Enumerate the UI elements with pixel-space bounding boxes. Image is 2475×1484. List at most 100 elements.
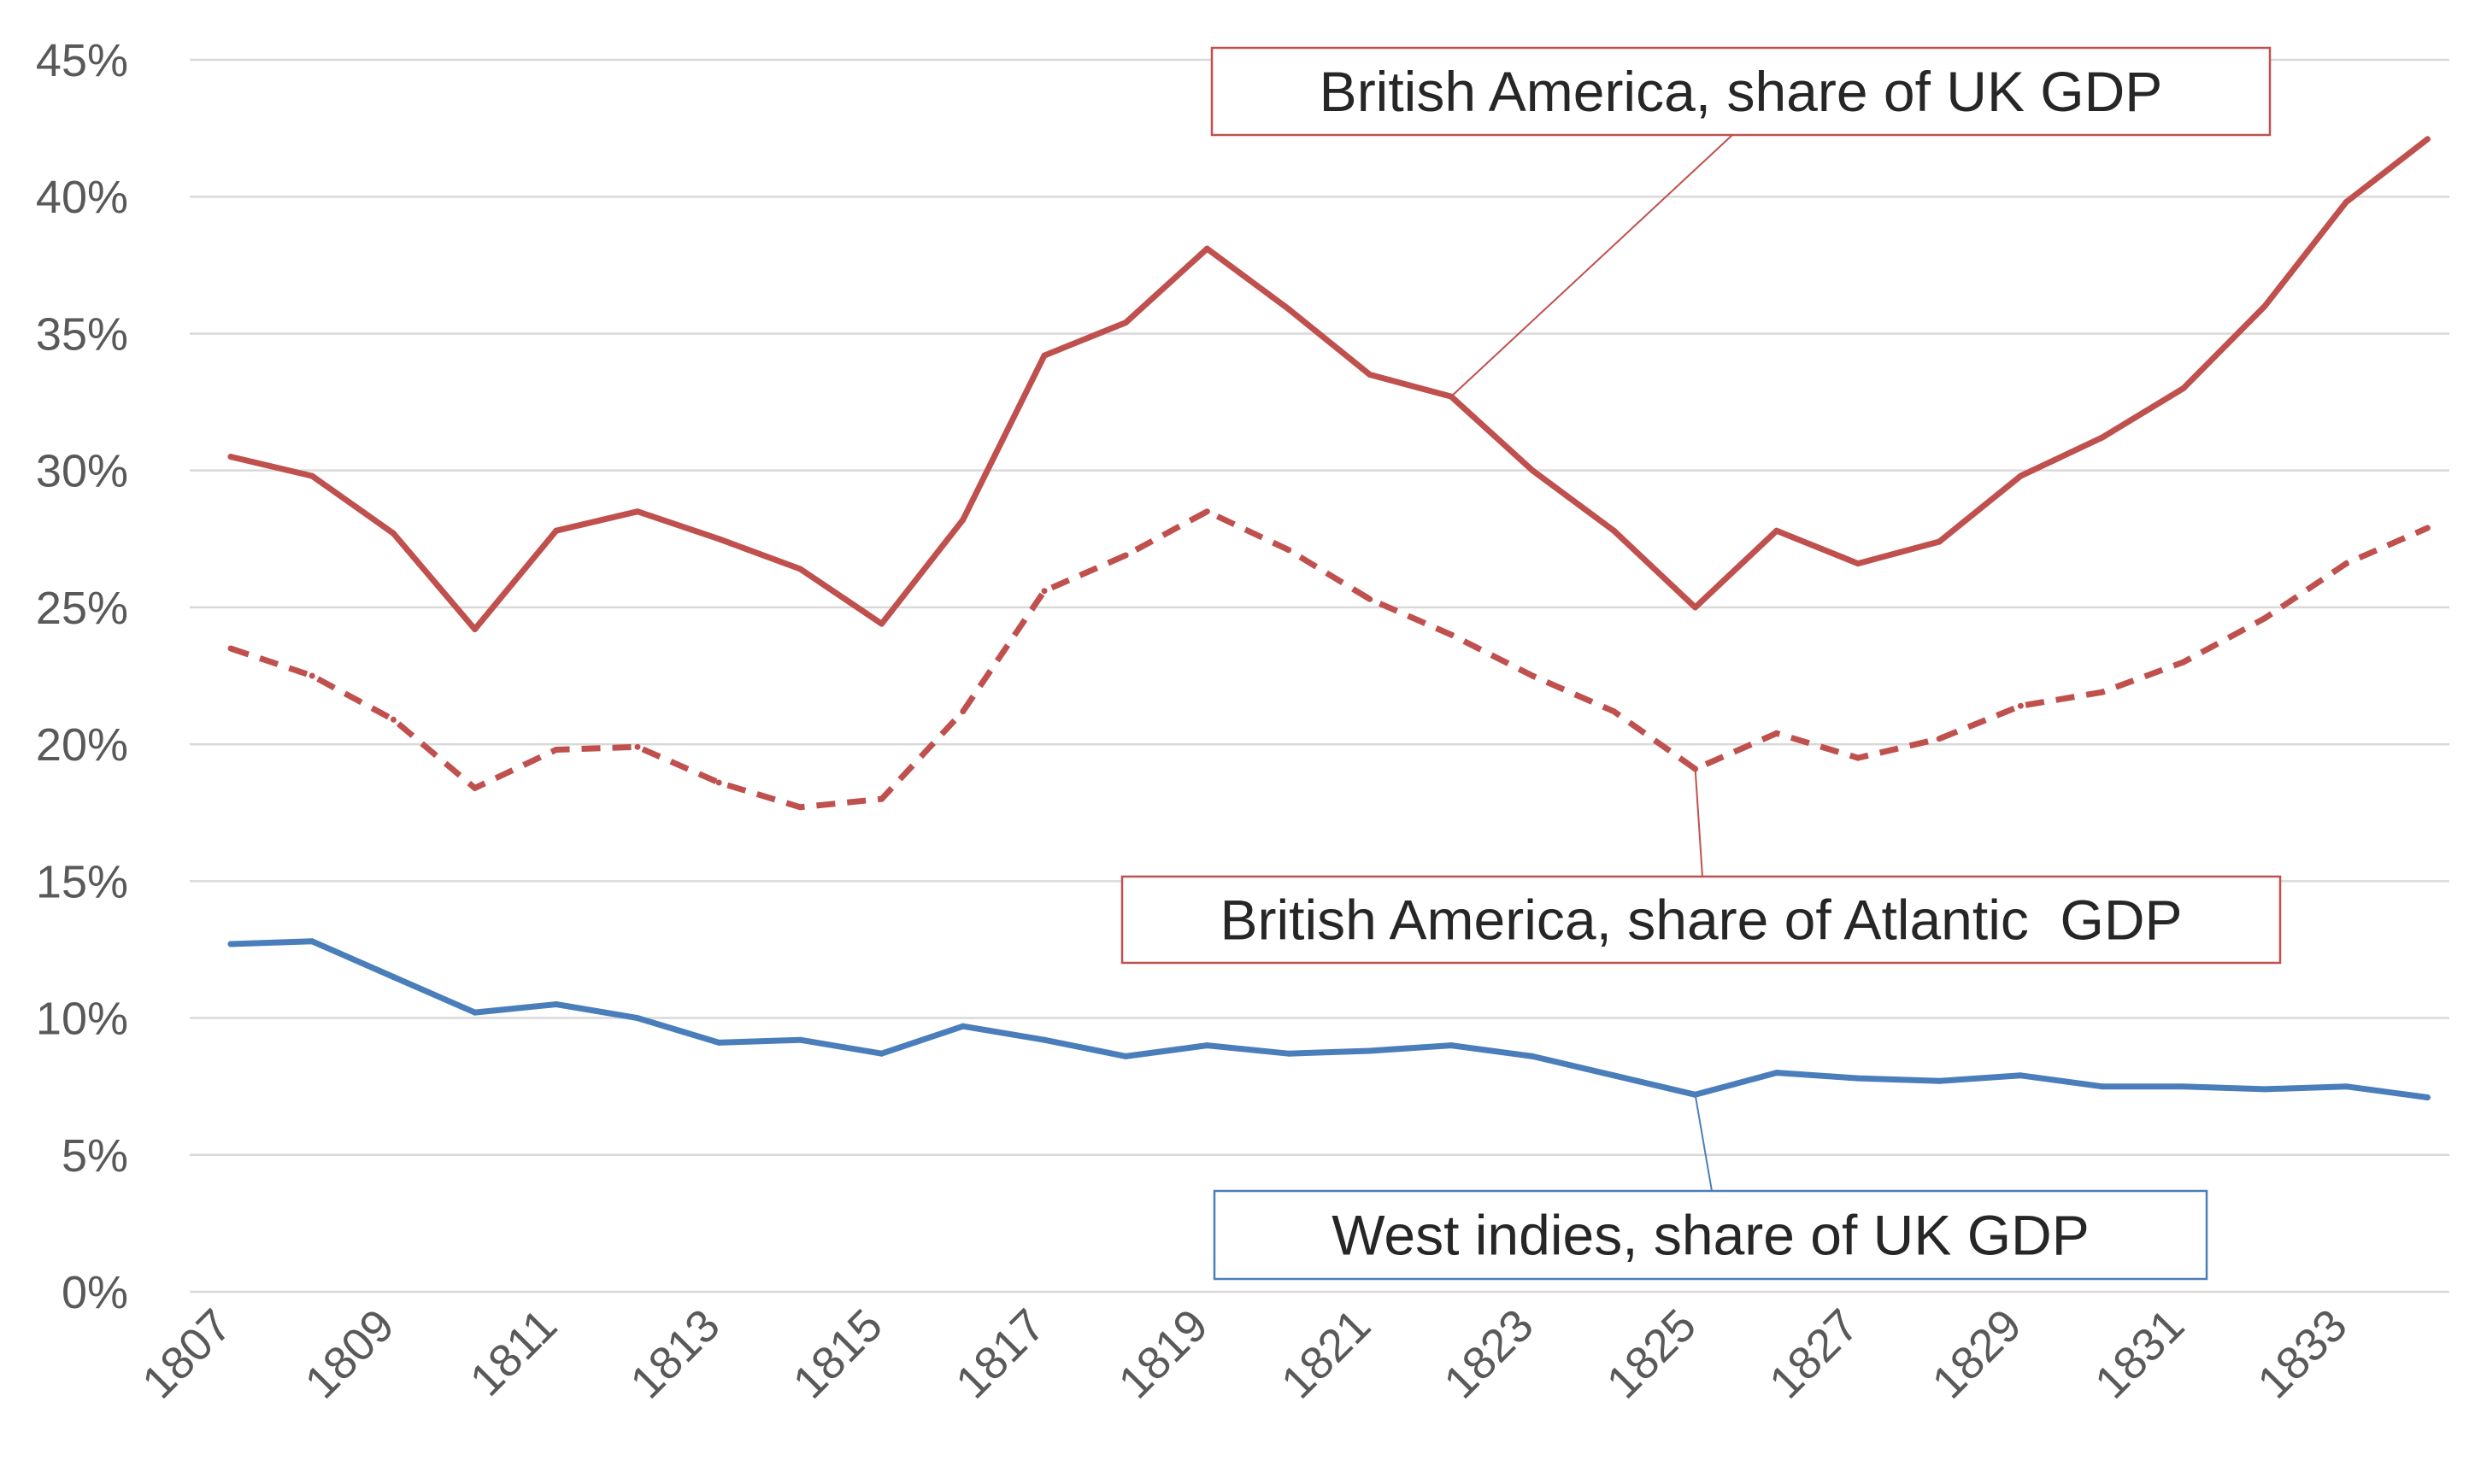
series-0-point-1834 xyxy=(2424,136,2431,143)
series-1-point-1816 xyxy=(960,708,967,715)
series-1-point-1814 xyxy=(797,804,803,811)
series-0-point-1821 xyxy=(1367,372,1373,378)
series-1-point-1817 xyxy=(1041,588,1048,595)
series-1-point-1819 xyxy=(1203,508,1210,515)
callout-box-2 xyxy=(1213,1189,2208,1281)
series-0-point-1815 xyxy=(879,620,885,627)
series-2-point-1831 xyxy=(2180,1083,2187,1090)
series-line-2 xyxy=(227,938,2431,1100)
series-1-point-1830 xyxy=(2099,689,2106,695)
x-tick-label: 1813 xyxy=(620,1299,729,1408)
series-0-point-1820 xyxy=(1285,306,1292,313)
series-2-point-1820 xyxy=(1285,1050,1292,1057)
series-0-point-1819 xyxy=(1203,245,1210,252)
x-tick-label: 1833 xyxy=(2248,1299,2356,1408)
x-tick-label: 1821 xyxy=(1272,1299,1380,1408)
y-tick-label: 0% xyxy=(62,1267,128,1318)
callout-label-1: British America, share of Atlantic GDP xyxy=(1220,889,2182,952)
series-2-point-1830 xyxy=(2099,1083,2106,1090)
callout-label-2: West indies, share of UK GDP xyxy=(1332,1204,2089,1267)
series-0-point-1813 xyxy=(715,536,722,543)
series-2-point-1810 xyxy=(472,1009,479,1016)
series-0-point-1824 xyxy=(1610,527,1617,534)
series-1-point-1822 xyxy=(1448,631,1455,638)
series-1-point-1811 xyxy=(553,747,560,753)
series-1-point-1823 xyxy=(1529,672,1536,679)
series-0-point-1811 xyxy=(553,527,560,534)
y-tick-label: 40% xyxy=(36,172,128,223)
x-tick-label: 1817 xyxy=(946,1299,1055,1408)
series-0-point-1810 xyxy=(472,626,479,632)
callouts: British America, share of UK GDP British … xyxy=(1120,46,2282,1281)
y-tick-label: 35% xyxy=(36,308,128,360)
series-1-point-1826 xyxy=(1773,730,1780,736)
x-tick-label: 1819 xyxy=(1109,1299,1218,1408)
series-lines xyxy=(227,136,2431,1100)
x-tick-label: 1815 xyxy=(784,1299,892,1408)
series-2-point-1816 xyxy=(960,1023,967,1029)
x-tick-label: 1823 xyxy=(1434,1299,1543,1408)
series-2-point-1833 xyxy=(2343,1083,2349,1090)
y-tick-label: 30% xyxy=(36,446,128,497)
y-tick-label: 15% xyxy=(36,856,128,907)
x-tick-label: 1825 xyxy=(1597,1299,1706,1408)
gridlines xyxy=(190,58,2449,1293)
x-tick-label: 1829 xyxy=(1923,1299,2031,1408)
series-0-point-1808 xyxy=(309,472,315,479)
series-1-point-1831 xyxy=(2180,659,2187,666)
series-0-point-1807 xyxy=(227,454,234,460)
series-1-point-1810 xyxy=(472,784,479,791)
series-0-point-1823 xyxy=(1529,467,1536,474)
series-1-point-1821 xyxy=(1367,595,1373,602)
series-0-point-1816 xyxy=(960,516,967,523)
series-2-point-1813 xyxy=(715,1039,722,1046)
y-tick-label: 5% xyxy=(62,1130,128,1182)
series-1-point-1808 xyxy=(309,672,315,679)
series-0-point-1826 xyxy=(1773,527,1780,534)
series-2-point-1823 xyxy=(1529,1053,1536,1059)
series-2-point-1827 xyxy=(1855,1075,1861,1082)
series-2-point-1808 xyxy=(309,938,315,945)
series-1-point-1807 xyxy=(227,645,234,652)
series-2-point-1819 xyxy=(1203,1042,1210,1049)
series-1-point-1812 xyxy=(634,743,641,750)
series-1-point-1834 xyxy=(2424,525,2431,531)
x-tick-label: 1831 xyxy=(2085,1299,2194,1408)
series-0-point-1833 xyxy=(2343,199,2349,206)
series-2-point-1821 xyxy=(1367,1047,1373,1054)
series-1-point-1818 xyxy=(1122,552,1129,559)
series-1-point-1809 xyxy=(390,716,397,723)
series-2-point-1811 xyxy=(553,1001,560,1007)
callout-label-0: British America, share of UK GDP xyxy=(1320,60,2163,123)
series-2-point-1814 xyxy=(797,1036,803,1043)
series-1-point-1813 xyxy=(715,779,722,786)
series-2-point-1832 xyxy=(2261,1086,2268,1093)
series-0-point-1828 xyxy=(1936,538,1943,545)
series-2-point-1809 xyxy=(390,974,397,980)
x-tick-label: 1809 xyxy=(296,1299,404,1408)
series-2-point-1829 xyxy=(2017,1072,2024,1079)
series-2-point-1815 xyxy=(879,1050,885,1057)
series-2-point-1817 xyxy=(1041,1036,1048,1043)
series-line-0 xyxy=(227,136,2431,632)
y-tick-label: 45% xyxy=(36,35,128,86)
series-line-1 xyxy=(229,508,2429,811)
y-tick-label: 20% xyxy=(36,719,128,771)
callout-leader-1 xyxy=(1694,768,1703,877)
y-tick-label: 25% xyxy=(36,583,128,634)
series-1-point-1824 xyxy=(1610,708,1617,715)
series-0-point-1827 xyxy=(1855,560,1861,567)
y-tick-label: 10% xyxy=(36,994,128,1045)
series-0-point-1829 xyxy=(2017,472,2024,479)
series-2-point-1834 xyxy=(2424,1094,2431,1100)
series-2-point-1826 xyxy=(1773,1070,1780,1076)
callout-box-0 xyxy=(1210,46,2272,137)
series-2-point-1807 xyxy=(227,941,234,947)
series-1-point-1815 xyxy=(879,795,885,802)
x-axis-tick-labels: 1807 1809 1811 1813 1815 1817 1819 1821 1823 1825… xyxy=(132,1299,2357,1408)
series-0-point-1831 xyxy=(2180,385,2187,391)
series-1-point-1820 xyxy=(1285,547,1292,554)
x-tick-label: 1807 xyxy=(132,1299,241,1408)
